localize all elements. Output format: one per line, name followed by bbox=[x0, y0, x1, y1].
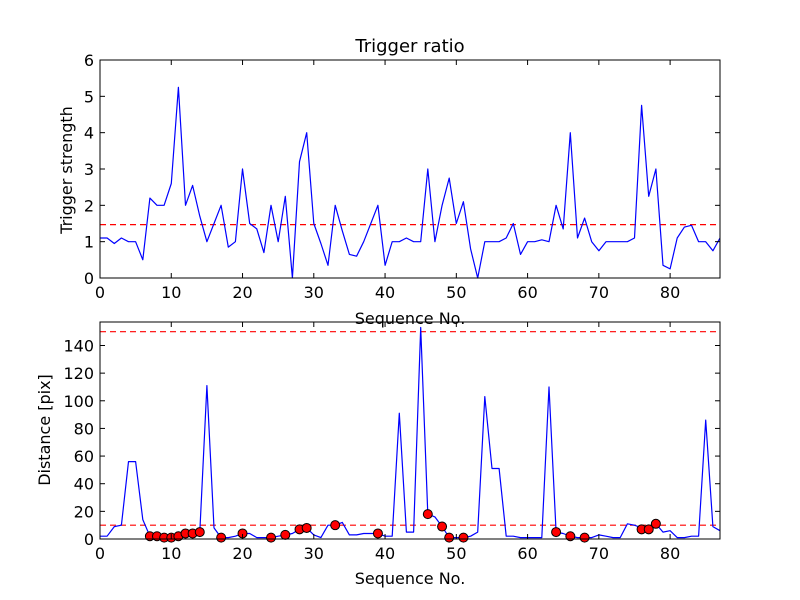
bottom-chart: Sequence No. Distance [pix] 0 10 20 30 40 50 6… bbox=[35, 321, 721, 588]
top-chart-title: Trigger ratio bbox=[354, 36, 464, 57]
bottom-marker-point bbox=[650, 518, 661, 529]
bottom-y-axis-label: Distance [pix] bbox=[35, 374, 54, 486]
bottom-marker-point bbox=[437, 521, 448, 532]
top-x-tick-label: 10 bbox=[161, 283, 181, 302]
top-x-axis-label: Sequence No. bbox=[355, 309, 466, 328]
bottom-marker-point bbox=[216, 532, 227, 543]
top-x-tick-label: 0 bbox=[95, 283, 105, 302]
top-plot-frame bbox=[99, 59, 721, 279]
top-x-tick-label: 70 bbox=[589, 283, 609, 302]
bottom-x-tick-label: 0 bbox=[95, 544, 105, 563]
bottom-marker-point bbox=[194, 527, 205, 538]
bottom-x-tick-label: 50 bbox=[446, 544, 466, 563]
bottom-marker-point bbox=[565, 531, 576, 542]
top-y-tick-label: 2 bbox=[84, 196, 94, 215]
bottom-x-tick-label: 40 bbox=[375, 544, 395, 563]
bottom-y-tick-label: 20 bbox=[74, 502, 94, 521]
top-y-axis-label: Trigger strength bbox=[57, 106, 76, 235]
bottom-y-tick-label: 40 bbox=[74, 475, 94, 494]
top-y-tick-label: 6 bbox=[84, 51, 94, 70]
bottom-y-tick-label: 80 bbox=[74, 419, 94, 438]
bottom-marker-point bbox=[444, 532, 455, 543]
bottom-x-tick-label: 80 bbox=[660, 544, 680, 563]
bottom-marker-point bbox=[551, 527, 562, 538]
top-chart: Trigger ratio Sequence No. Trigger stren… bbox=[57, 36, 721, 328]
bottom-marker-point bbox=[372, 528, 383, 539]
top-x-tick-label: 40 bbox=[375, 283, 395, 302]
bottom-marker-point bbox=[579, 532, 590, 543]
bottom-plot-frame bbox=[99, 321, 721, 540]
top-series-line-0 bbox=[100, 86, 721, 279]
top-y-tick-label: 3 bbox=[84, 160, 94, 179]
bottom-x-tick-label: 70 bbox=[589, 544, 609, 563]
top-y-tick-label: 4 bbox=[84, 124, 94, 143]
bottom-x-tick-label: 60 bbox=[517, 544, 537, 563]
bottom-marker-point bbox=[266, 532, 277, 543]
bottom-y-tick-label: 120 bbox=[63, 364, 94, 383]
bottom-y-tick-label: 100 bbox=[63, 392, 94, 411]
bottom-marker-point bbox=[458, 532, 469, 543]
bottom-x-tick-label: 20 bbox=[232, 544, 252, 563]
bottom-marker-point bbox=[301, 522, 312, 533]
top-x-tick-label: 20 bbox=[232, 283, 252, 302]
top-x-tick-label: 60 bbox=[517, 283, 537, 302]
top-x-tick-label: 80 bbox=[660, 283, 680, 302]
top-y-tick-label: 1 bbox=[84, 233, 94, 252]
bottom-y-tick-label: 0 bbox=[84, 530, 94, 549]
bottom-x-tick-label: 10 bbox=[161, 544, 181, 563]
top-y-tick-label: 5 bbox=[84, 87, 94, 106]
bottom-marker-point bbox=[422, 509, 433, 520]
bottom-marker-point bbox=[330, 520, 341, 531]
bottom-marker-point bbox=[280, 529, 291, 540]
top-y-tick-label: 0 bbox=[84, 269, 94, 288]
bottom-y-tick-label: 140 bbox=[63, 336, 94, 355]
bottom-x-axis-label: Sequence No. bbox=[355, 569, 466, 588]
bottom-y-tick-label: 60 bbox=[74, 447, 94, 466]
bottom-x-tick-label: 30 bbox=[304, 544, 324, 563]
top-x-tick-label: 50 bbox=[446, 283, 466, 302]
top-x-tick-label: 30 bbox=[304, 283, 324, 302]
bottom-marker-point bbox=[643, 524, 654, 535]
bottom-series-line-0 bbox=[100, 326, 721, 539]
